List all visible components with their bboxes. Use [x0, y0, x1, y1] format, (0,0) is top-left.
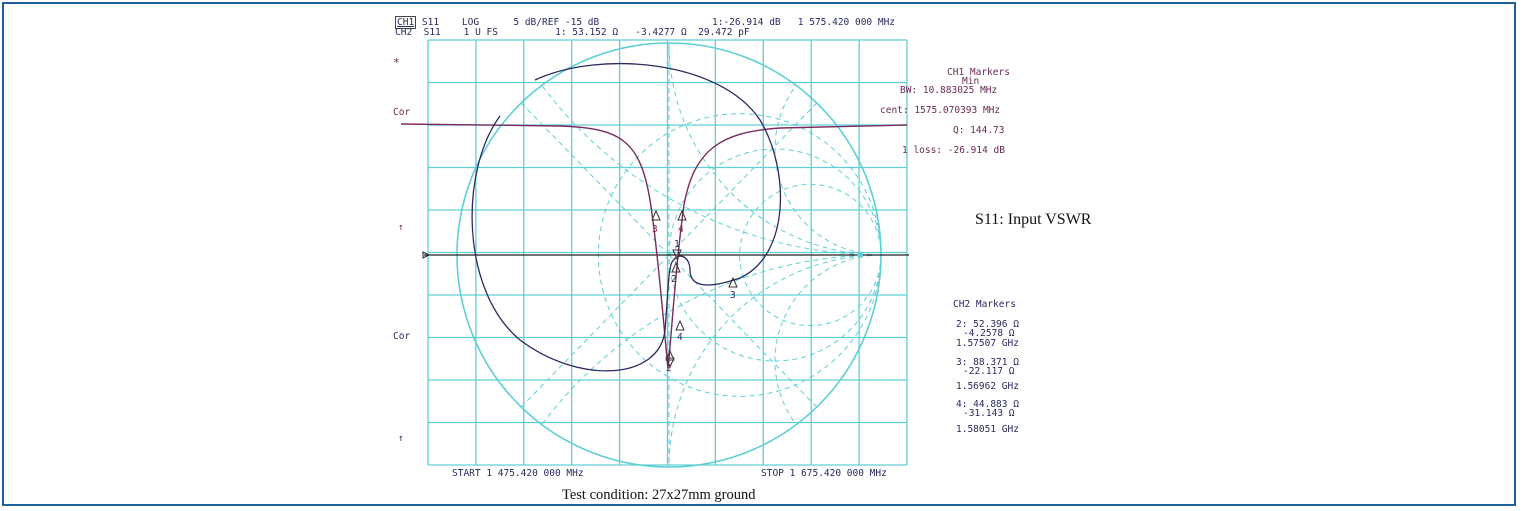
marker-1-ch1 [665, 357, 675, 369]
smith-open-point [857, 252, 863, 258]
ch1-settings: S11 LOG 5 dB/REF -15 dB [416, 17, 600, 28]
smith-reactance-arc [668, 42, 882, 256]
ch2-marker4-r: 4: 44.883 Ω [956, 399, 1019, 410]
smith-reactance-arc [774, 254, 882, 425]
smith-reactance-arc [541, 254, 882, 425]
marker-2-ch2-label: 2 [671, 274, 677, 285]
ch2-markers-title: CH2 Markers [953, 299, 1016, 310]
ch2-header: CH2 S11 1 U FS 1: 53.152 Ω -3.4277 Ω 29.… [395, 27, 750, 38]
ch2-marker3-f: 1.56962 GHz [956, 381, 1019, 392]
marker-3-ch2 [728, 276, 738, 288]
stop-frequency: STOP 1 675.420 000 MHz [761, 468, 887, 479]
ch2-marker4-x: -31.143 Ω [963, 408, 1015, 419]
ch1-marker-readout: 1:-26.914 dB 1 575.420 000 MHz [712, 17, 896, 28]
ch2-s11-smith-trace [471, 62, 782, 372]
smith-guide-line [520, 254, 670, 408]
s11-annotation: S11: Input VSWR [975, 211, 1092, 228]
ch2-marker3-r: 3: 88.371 Ω [956, 357, 1019, 368]
ref-arrow-ch1: ↑ [398, 222, 404, 233]
marker-3-ch1 [651, 209, 661, 221]
marker-1-ch2 [672, 249, 682, 261]
smith-reactance-arc [668, 254, 882, 468]
ch2-marker2-r: 2: 52.396 Ω [956, 319, 1019, 330]
marker-3-ch2-label: 3 [730, 290, 736, 301]
marker-1-ch2-label: 1 [674, 239, 680, 250]
marker-1-ch1-label: 2 [666, 363, 672, 374]
ch1-s11-log-trace [400, 123, 908, 369]
cor-label-ch2: Cor [393, 331, 411, 342]
ch1-bandwidth: BW: 10.883025 MHz [900, 85, 998, 96]
ch2-marker2-x: -4.2578 Ω [963, 328, 1015, 339]
marker-2-ch2 [671, 261, 681, 273]
marker-4-ch1-label: 4 [678, 224, 684, 235]
ch1-tag: CH1 [395, 16, 417, 29]
marker-4-ch2-label: 4 [677, 332, 683, 343]
ch1-markers-title: CH1 Markers [947, 67, 1010, 78]
ch1-header: CH1 S11 LOG 5 dB/REF -15 dB [395, 16, 600, 29]
ch2-marker2-f: 1.57507 GHz [956, 338, 1019, 349]
smith-reactance-arc [774, 85, 882, 256]
figure-caption: Test condition: 27x27mm ground [562, 487, 756, 503]
marker-3-ch1-label: 3 [652, 224, 658, 235]
ch2-marker4-f: 1.58051 GHz [956, 424, 1019, 435]
ref-arrow-ch2: ↑ [398, 433, 404, 444]
ch1-markers-subtitle: Min [962, 76, 980, 87]
smith-reactance-arc [541, 85, 882, 256]
cor-label-ch1: Cor [393, 107, 411, 118]
ch1-loss: 1 loss: -26.914 dB [902, 145, 1005, 156]
ref-marker-left [422, 251, 431, 259]
ch2-marker3-x: -22.117 Ω [963, 366, 1015, 377]
star-label: * [393, 56, 400, 69]
ch1-q-factor: Q: 144.73 [953, 125, 1005, 136]
marker-4-ch2 [675, 319, 685, 331]
marker-4-ch1 [677, 209, 687, 221]
marker-2-ch1 [665, 349, 675, 361]
start-frequency: START 1 475.420 000 MHz [452, 468, 584, 479]
ch1-center-freq: cent: 1575.070393 MHz [880, 105, 1001, 116]
